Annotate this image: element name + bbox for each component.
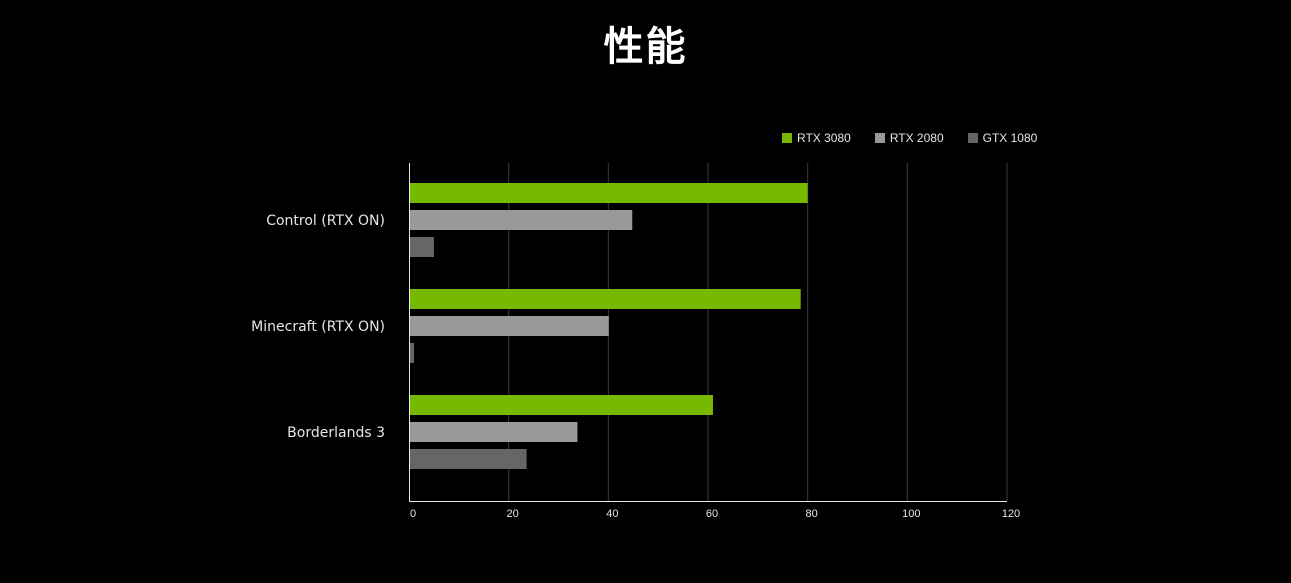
x-tick-label: 100 — [902, 508, 920, 520]
category-label: Borderlands 3 — [287, 425, 385, 441]
x-tick-label: 120 — [1002, 508, 1020, 520]
bar — [409, 237, 434, 257]
legend-swatch-rtx-2080 — [874, 133, 885, 143]
legend-item-gtx-1080: GTX 1080 — [967, 131, 1038, 145]
legend-label-rtx-3080: RTX 3080 — [797, 131, 851, 145]
legend-label-rtx-2080: RTX 2080 — [889, 131, 944, 145]
legend-swatch-rtx-3080 — [782, 133, 792, 143]
bar — [409, 422, 578, 442]
x-tick-label: 40 — [606, 508, 618, 520]
x-tick-label: 20 — [507, 508, 519, 520]
bar — [409, 395, 713, 415]
bar — [409, 343, 414, 363]
bar — [409, 289, 801, 309]
legend-item-rtx-2080: RTX 2080 — [874, 131, 944, 145]
legend-swatch-gtx-1080 — [967, 133, 978, 143]
chart-legend: RTX 3080 RTX 2080 GTX 1080 — [782, 131, 1061, 145]
x-tick-label: 0 — [410, 508, 416, 520]
bar — [409, 449, 527, 469]
category-label: Minecraft (RTX ON) — [251, 319, 385, 335]
bar — [409, 210, 633, 230]
chart-title: 性能 — [603, 24, 688, 70]
legend-item-rtx-3080: RTX 3080 — [782, 131, 851, 145]
legend-label-gtx-1080: GTX 1080 — [982, 131, 1038, 145]
x-tick-label: 80 — [806, 508, 818, 520]
x-tick-label: 60 — [706, 508, 718, 520]
bar — [409, 316, 609, 336]
category-label: Control (RTX ON) — [266, 213, 385, 229]
bar — [409, 183, 808, 203]
